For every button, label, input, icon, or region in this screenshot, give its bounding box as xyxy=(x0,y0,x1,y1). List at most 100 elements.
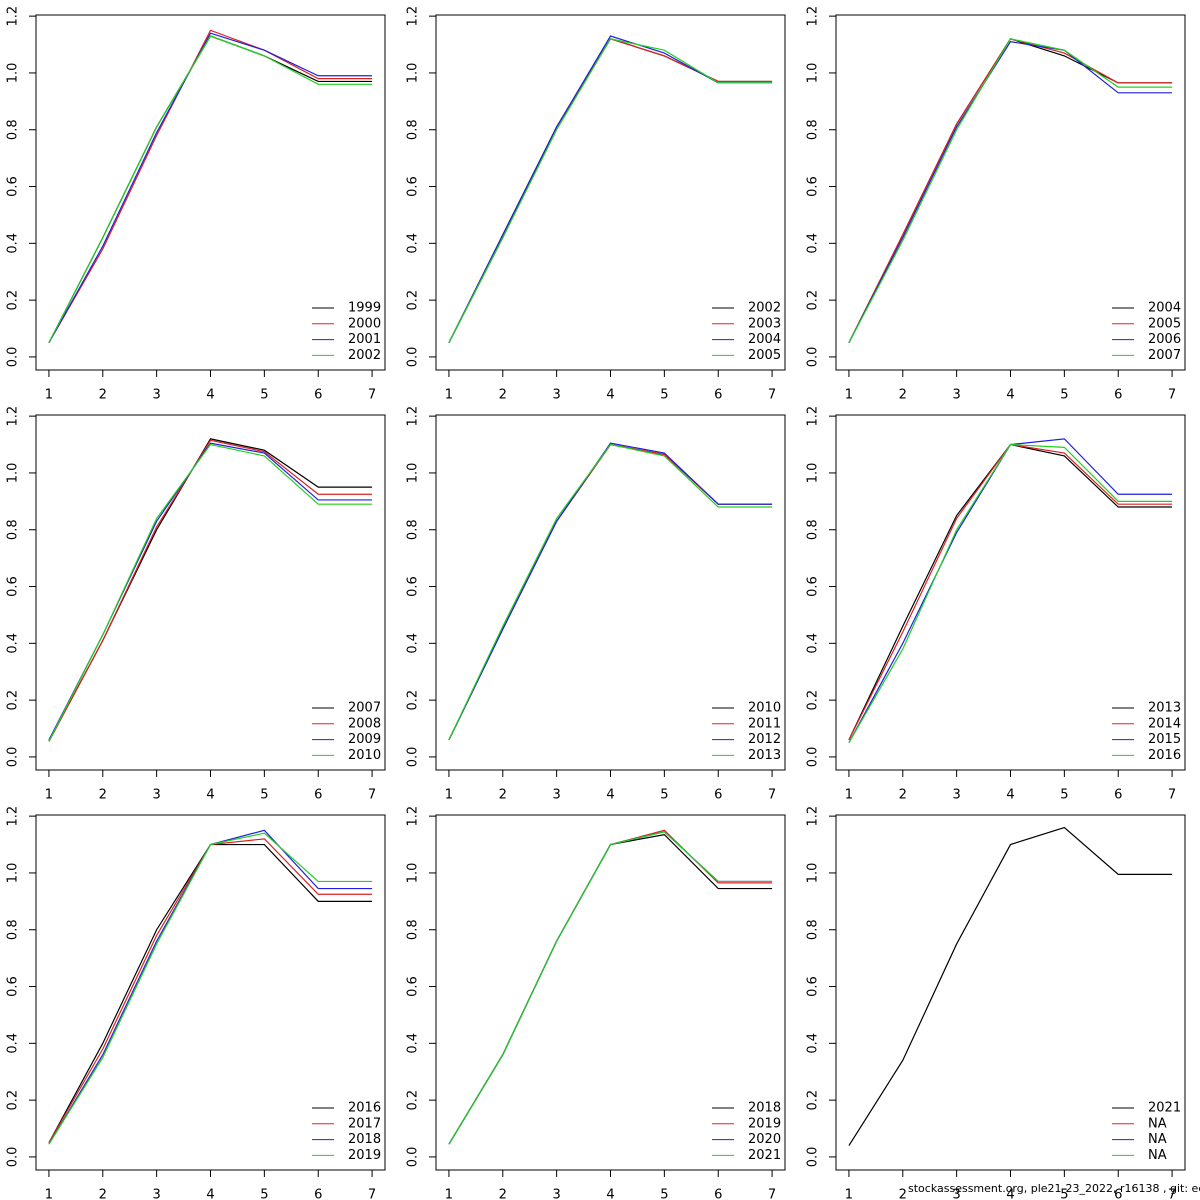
legend-label: NA xyxy=(1148,1148,1167,1163)
plot-box xyxy=(835,814,1186,1171)
y-tick-label: 0.0 xyxy=(406,1147,421,1168)
legend-label: 2010 xyxy=(748,701,781,716)
series-line xyxy=(448,38,773,344)
x-tick-label: 5 xyxy=(260,788,268,803)
series-line xyxy=(848,443,1173,741)
legend-label: 2000 xyxy=(348,316,381,331)
legend-label: 2013 xyxy=(1148,701,1181,716)
y-tick-label: 0.0 xyxy=(806,1147,821,1168)
x-tick-label: 7 xyxy=(1168,388,1176,403)
y-tick-label: 1.0 xyxy=(6,863,21,884)
x-tick-label: 5 xyxy=(260,388,268,403)
x-tick-label: 1 xyxy=(45,788,53,803)
legend-label: 2005 xyxy=(748,348,781,363)
x-tick-label: 7 xyxy=(1168,788,1176,803)
x-tick-label: 4 xyxy=(206,788,214,803)
series-line xyxy=(448,442,773,741)
legend-label: 2002 xyxy=(348,348,381,363)
x-tick-label: 4 xyxy=(606,788,614,803)
y-tick-label: 0.8 xyxy=(806,919,821,940)
y-tick-label: 0.0 xyxy=(6,347,21,368)
y-tick-label: 1.2 xyxy=(806,6,821,27)
y-tick-label: 0.6 xyxy=(406,576,421,597)
y-tick-label: 0.0 xyxy=(6,747,21,768)
y-tick-label: 0.8 xyxy=(406,919,421,940)
legend-label: 2005 xyxy=(1148,316,1181,331)
y-tick-label: 0.0 xyxy=(406,747,421,768)
y-tick-label: 0.6 xyxy=(6,976,21,997)
x-tick-label: 6 xyxy=(1114,788,1122,803)
y-tick-label: 1.2 xyxy=(6,6,21,27)
x-tick-label: 1 xyxy=(845,788,853,803)
x-tick-label: 1 xyxy=(845,388,853,403)
x-tick-label: 2 xyxy=(499,1188,507,1200)
legend-label: 2012 xyxy=(748,732,781,747)
legend-label: 2019 xyxy=(348,1148,381,1163)
series-line xyxy=(48,443,373,742)
legend-label: 2015 xyxy=(1148,732,1181,747)
y-tick-label: 0.2 xyxy=(406,690,421,711)
legend-label: 2021 xyxy=(748,1148,781,1163)
x-tick-label: 4 xyxy=(1006,388,1014,403)
plot-box xyxy=(35,414,386,771)
y-tick-label: 0.2 xyxy=(406,290,421,311)
x-tick-label: 6 xyxy=(314,1188,322,1200)
series-line xyxy=(48,438,373,742)
legend-label: 2016 xyxy=(348,1101,381,1116)
x-tick-label: 3 xyxy=(153,788,161,803)
legend-label: 2008 xyxy=(348,716,381,731)
plot-box xyxy=(35,814,386,1171)
x-tick-label: 6 xyxy=(314,788,322,803)
series-line xyxy=(48,832,373,1145)
x-tick-label: 3 xyxy=(153,388,161,403)
x-tick-label: 7 xyxy=(368,788,376,803)
y-tick-label: 1.0 xyxy=(6,463,21,484)
y-tick-label: 1.0 xyxy=(806,463,821,484)
y-tick-label: 0.4 xyxy=(6,233,21,254)
x-tick-label: 7 xyxy=(368,1188,376,1200)
series-line xyxy=(848,826,1173,1146)
legend-label: 2018 xyxy=(348,1132,381,1147)
x-tick-label: 2 xyxy=(899,788,907,803)
panel: 1 2 3 4 5 6 7 0.0 0.2 0.4 0.6 0.8 1.0 1.2 200220032004… xyxy=(406,6,786,403)
series-line xyxy=(48,29,373,344)
x-tick-label: 3 xyxy=(153,1188,161,1200)
x-tick-label: 4 xyxy=(1006,788,1014,803)
y-tick-label: 1.2 xyxy=(406,6,421,27)
x-tick-label: 4 xyxy=(1006,1188,1014,1200)
y-tick-label: 0.2 xyxy=(6,690,21,711)
y-tick-label: 0.0 xyxy=(806,747,821,768)
legend-label: 2016 xyxy=(1148,748,1181,763)
legend-label: 2010 xyxy=(348,748,381,763)
legend-label: 2004 xyxy=(1148,301,1181,316)
x-tick-label: 3 xyxy=(553,388,561,403)
series-line xyxy=(848,41,1173,344)
x-tick-label: 3 xyxy=(953,388,961,403)
x-tick-label: 2 xyxy=(899,388,907,403)
series-line xyxy=(448,831,773,1145)
y-tick-label: 1.0 xyxy=(806,63,821,84)
y-tick-label: 1.2 xyxy=(806,406,821,427)
panel: 1 2 3 4 5 6 7 0.0 0.2 0.4 0.6 0.8 1.0 1.2 200720082009… xyxy=(6,406,386,803)
series-line xyxy=(848,38,1173,344)
x-tick-label: 2 xyxy=(99,1188,107,1200)
y-tick-label: 0.2 xyxy=(406,1090,421,1111)
x-tick-label: 3 xyxy=(553,1188,561,1200)
y-tick-label: 0.8 xyxy=(6,119,21,140)
plot-box xyxy=(435,414,786,771)
x-tick-label: 7 xyxy=(768,1188,776,1200)
y-tick-label: 0.0 xyxy=(406,347,421,368)
series-line xyxy=(48,35,373,344)
series-line xyxy=(448,443,773,741)
panel: 1 2 3 4 5 6 7 0.0 0.2 0.4 0.6 0.8 1.0 1.2 201320142015… xyxy=(806,406,1186,803)
panel: 1 2 3 4 5 6 7 0.0 0.2 0.4 0.6 0.8 1.0 1.2 201020112012… xyxy=(406,406,786,803)
plot-box xyxy=(835,14,1186,371)
series-line xyxy=(448,38,773,344)
series-line xyxy=(448,829,773,1145)
legend-label: 2004 xyxy=(748,332,781,347)
y-tick-label: 0.4 xyxy=(6,1033,21,1054)
y-tick-label: 0.4 xyxy=(406,633,421,654)
x-tick-label: 3 xyxy=(953,788,961,803)
y-tick-label: 1.0 xyxy=(6,63,21,84)
